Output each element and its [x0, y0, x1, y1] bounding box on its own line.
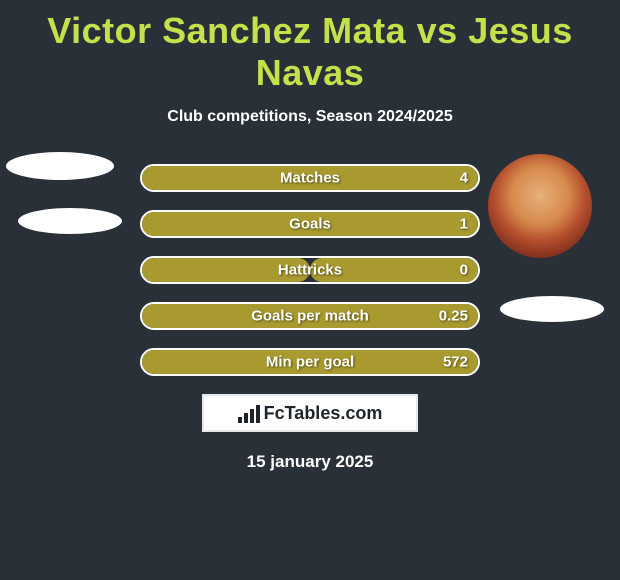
stat-bar: Goals per match 0.25: [140, 302, 480, 330]
stats-area: Matches 4 Goals 1 Hattricks 0 Goals per match 0…: [0, 164, 620, 376]
stat-bars: Matches 4 Goals 1 Hattricks 0 Goals per match 0…: [140, 164, 480, 376]
stat-label: Matches: [280, 170, 340, 187]
decoration-ellipse: [18, 208, 122, 234]
stat-label: Goals: [289, 216, 331, 233]
site-logo: FcTables.com: [202, 394, 418, 432]
bar-chart-icon: [238, 403, 260, 423]
stat-label: Goals per match: [251, 308, 369, 325]
stat-row: Hattricks 0: [140, 256, 480, 284]
stat-value-right: 572: [443, 354, 468, 371]
stat-value-right: 4: [460, 170, 468, 187]
stat-label: Hattricks: [278, 262, 342, 279]
stat-row: Goals per match 0.25: [140, 302, 480, 330]
stat-value-right: 0: [460, 262, 468, 279]
decoration-ellipse: [6, 152, 114, 180]
stat-bar: Goals 1: [140, 210, 480, 238]
stat-bar: Hattricks 0: [140, 256, 480, 284]
stat-label: Min per goal: [266, 354, 354, 371]
date-text: 15 january 2025: [0, 452, 620, 472]
logo-text: FcTables.com: [264, 403, 383, 424]
stat-row: Min per goal 572: [140, 348, 480, 376]
stat-value-right: 0.25: [439, 308, 468, 325]
stat-bar: Min per goal 572: [140, 348, 480, 376]
stat-bar: Matches 4: [140, 164, 480, 192]
player-right-avatar: [488, 154, 592, 258]
stat-row: Matches 4: [140, 164, 480, 192]
stat-row: Goals 1: [140, 210, 480, 238]
stat-value-right: 1: [460, 216, 468, 233]
page-title: Victor Sanchez Mata vs Jesus Navas: [0, 0, 620, 94]
decoration-ellipse: [500, 296, 604, 322]
subtitle: Club competitions, Season 2024/2025: [0, 108, 620, 126]
